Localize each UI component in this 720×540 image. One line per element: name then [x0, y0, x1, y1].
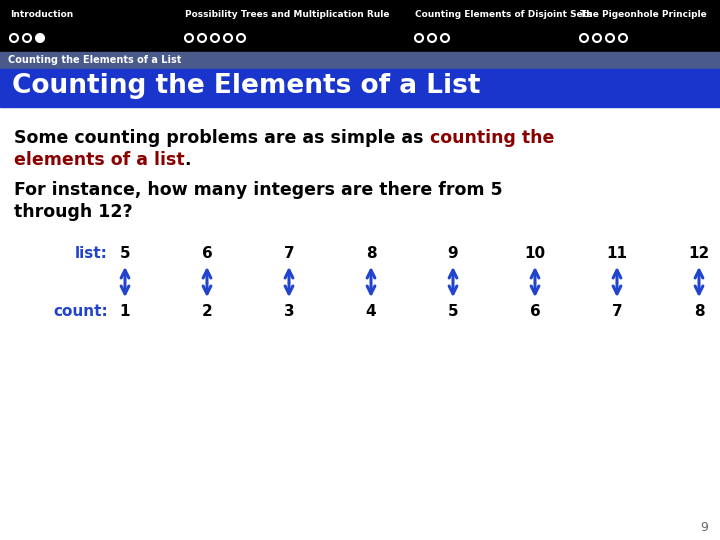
Bar — [0, 0, 720, 52]
Text: through 12?: through 12? — [14, 203, 132, 221]
Text: 10: 10 — [524, 246, 546, 260]
Text: For instance, how many integers are there from 5: For instance, how many integers are ther… — [14, 181, 503, 199]
Text: Counting the Elements of a List: Counting the Elements of a List — [8, 55, 181, 65]
Text: 8: 8 — [366, 246, 377, 260]
Text: elements of a list: elements of a list — [14, 151, 184, 169]
Bar — [0, 52, 720, 69]
Text: 2: 2 — [202, 303, 212, 319]
Text: 5: 5 — [448, 303, 459, 319]
Text: counting the: counting the — [430, 129, 554, 147]
Text: The Pigeonhole Principle: The Pigeonhole Principle — [580, 10, 707, 19]
Text: 6: 6 — [530, 303, 541, 319]
Text: Counting Elements of Disjoint Sets: Counting Elements of Disjoint Sets — [415, 10, 593, 19]
Text: 4: 4 — [366, 303, 377, 319]
Circle shape — [36, 34, 44, 42]
Text: count:: count: — [53, 303, 108, 319]
Text: 9: 9 — [448, 246, 459, 260]
Text: 11: 11 — [606, 246, 628, 260]
Text: 3: 3 — [284, 303, 294, 319]
Text: 12: 12 — [688, 246, 710, 260]
Text: Counting the Elements of a List: Counting the Elements of a List — [12, 73, 480, 99]
Text: 1: 1 — [120, 303, 130, 319]
Bar — [0, 69, 720, 107]
Text: 7: 7 — [612, 303, 622, 319]
Text: 7: 7 — [284, 246, 294, 260]
Text: .: . — [184, 151, 191, 169]
Text: 9: 9 — [700, 521, 708, 534]
Text: 8: 8 — [693, 303, 704, 319]
Text: Some counting problems are as simple as: Some counting problems are as simple as — [14, 129, 430, 147]
Text: Introduction: Introduction — [10, 10, 73, 19]
Text: Possibility Trees and Multiplication Rule: Possibility Trees and Multiplication Rul… — [185, 10, 390, 19]
Text: 5: 5 — [120, 246, 130, 260]
Text: list:: list: — [75, 246, 108, 260]
Text: 6: 6 — [202, 246, 212, 260]
